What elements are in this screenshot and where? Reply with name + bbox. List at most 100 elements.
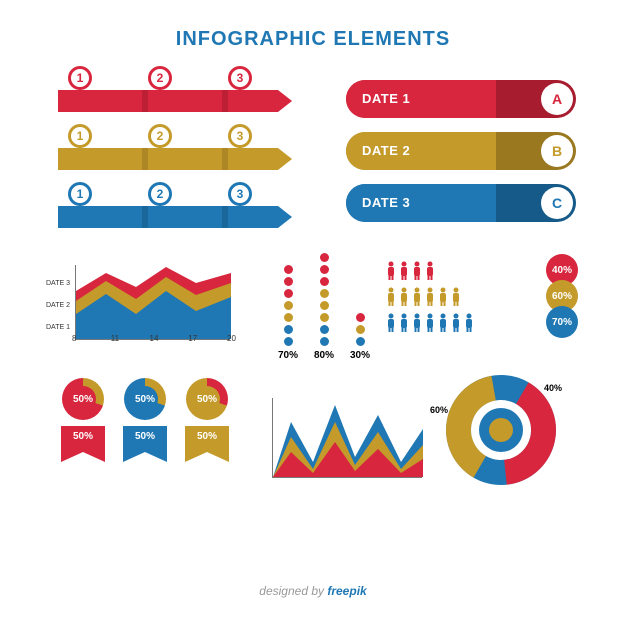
mini-stat: 50% 50% [55, 378, 111, 462]
ribbon-number-circle: 1 [68, 124, 92, 148]
people-row [386, 258, 536, 284]
ribbon-fold-icon [142, 148, 148, 170]
ribbon-row: 1 2 3 [58, 126, 318, 174]
dot-icon [356, 337, 365, 346]
dot-icon [320, 313, 329, 322]
axis-series-label: DATE 1 [46, 324, 70, 331]
person-icon [451, 313, 461, 333]
mini-stat: 50% 50% [179, 378, 235, 462]
ribbon-notch-icon [61, 452, 105, 462]
dot-icon [320, 289, 329, 298]
mini-stat: 50%50% [117, 378, 173, 462]
ring-segment-label: 60% [430, 405, 448, 415]
dot-icon [320, 265, 329, 274]
axis-series-label: DATE 2 [46, 302, 70, 309]
ribbon-bar [58, 90, 278, 112]
person-icon [386, 287, 396, 307]
ring-segment-label: 40% [544, 383, 562, 393]
person-icon [386, 261, 396, 281]
person-icon [412, 287, 422, 307]
credit-line: designed by freepik [0, 584, 626, 598]
ribbon-number-circle: 2 [148, 66, 172, 90]
pill-label: DATE 1 [362, 80, 410, 118]
person-icon [412, 313, 422, 333]
ribbon-bar [58, 206, 278, 228]
pill-letter-cap: C [541, 187, 573, 219]
people-row [386, 310, 536, 336]
nested-ring-chart: 40%60% [436, 365, 566, 495]
stacked-wave-chart: 811141720DATE 1DATE 2DATE 3 [55, 255, 240, 350]
axis-tick-label: 8 [72, 334, 76, 343]
date-pill: DATE 3 C [346, 184, 576, 222]
axis-tick-label: 20 [227, 334, 236, 343]
dot-matrix: 70%80%30% [270, 250, 400, 361]
dot-icon [320, 301, 329, 310]
person-icon [438, 313, 448, 333]
people-pictogram: 40%60%70% [386, 258, 536, 336]
credit-brand: freepik [327, 584, 366, 598]
dot-icon [284, 289, 293, 298]
dot-icon [320, 253, 329, 262]
dot-icon [284, 265, 293, 274]
pill-label: DATE 2 [362, 132, 410, 170]
mini-ribbon-value: 50% [123, 426, 167, 452]
ribbon-rows: 1 2 3 1 2 3 1 2 3 [58, 68, 318, 242]
ribbon-fold-icon [222, 206, 228, 228]
axis-tick-label: 11 [111, 334, 119, 343]
dot-icon [284, 277, 293, 286]
person-icon [399, 313, 409, 333]
ribbon-fold-icon [142, 90, 148, 112]
mini-ribbon-value: 50% [61, 426, 105, 452]
ribbon-number-circle: 1 [68, 66, 92, 90]
axis-tick-label: 14 [150, 334, 159, 343]
pill-label: DATE 3 [362, 184, 410, 222]
dot-icon [284, 313, 293, 322]
mini-donut-chart: 50% [124, 378, 166, 420]
ribbon-arrowhead-icon [278, 206, 292, 228]
dot-icon [284, 325, 293, 334]
mountain-area-chart [260, 388, 430, 488]
person-icon [438, 287, 448, 307]
mini-donut-value: 50% [194, 386, 220, 412]
person-icon [451, 287, 461, 307]
dot-icon [356, 325, 365, 334]
pill-letter-cap: A [541, 83, 573, 115]
ribbon-arrowhead-icon [278, 90, 292, 112]
mini-donut-chart: 50% [62, 378, 104, 420]
person-icon [386, 313, 396, 333]
mini-ribbon-value: 50% [185, 426, 229, 452]
ribbon-number-circle: 2 [148, 182, 172, 206]
person-icon [425, 313, 435, 333]
mini-donut-chart: 50% [186, 378, 228, 420]
dot-column-label: 30% [342, 350, 378, 361]
date-pill: DATE 1 A [346, 80, 576, 118]
dot-icon [320, 337, 329, 346]
person-icon [425, 287, 435, 307]
person-icon [425, 261, 435, 281]
credit-by: designed by [259, 584, 324, 598]
dot-icon [284, 337, 293, 346]
dot-column: 30% [342, 250, 378, 361]
page-title: INFOGRAPHIC ELEMENTS [0, 0, 626, 51]
dot-column-label: 70% [270, 350, 306, 361]
dot-column: 80% [306, 250, 342, 361]
person-icon [399, 261, 409, 281]
ribbon-number-circle: 3 [228, 66, 252, 90]
mini-donut-value: 50% [70, 386, 96, 412]
ribbon-number-circle: 2 [148, 124, 172, 148]
ribbon-row: 1 2 3 [58, 68, 318, 116]
date-pills: DATE 1 A DATE 2 B DATE 3 C [346, 80, 576, 236]
percent-badge: 70% [546, 306, 578, 338]
dot-icon [320, 325, 329, 334]
ribbon-number-circle: 3 [228, 182, 252, 206]
ribbon-bar [58, 148, 278, 170]
dot-column-label: 80% [306, 350, 342, 361]
ribbon-number-circle: 3 [228, 124, 252, 148]
pill-letter-cap: B [541, 135, 573, 167]
person-icon [412, 261, 422, 281]
date-pill: DATE 2 B [346, 132, 576, 170]
dot-icon [356, 313, 365, 322]
ribbon-row: 1 2 3 [58, 184, 318, 232]
person-icon [399, 287, 409, 307]
ribbon-number-circle: 1 [68, 182, 92, 206]
